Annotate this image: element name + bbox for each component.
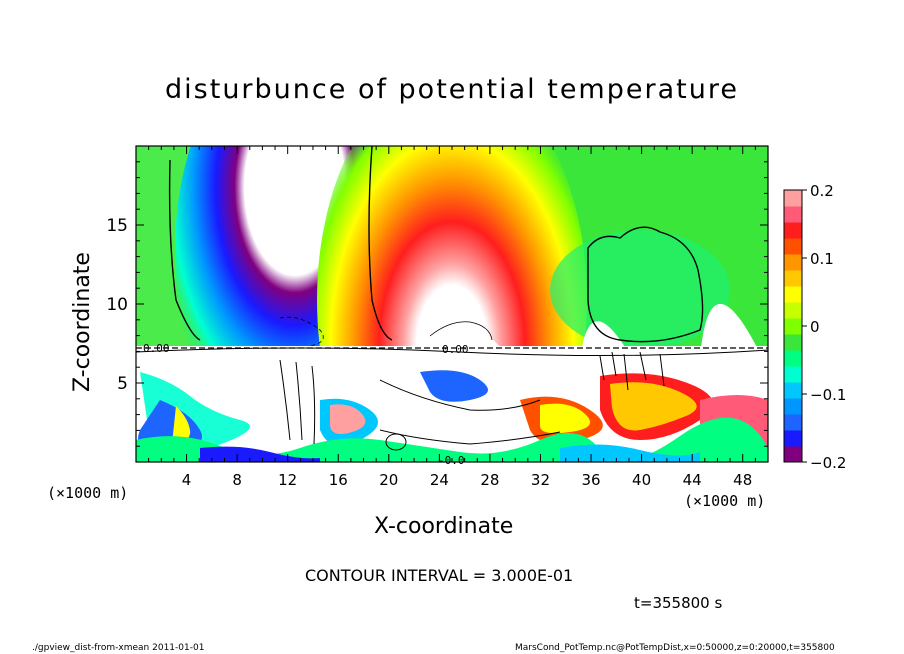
x-tick-label: 4 <box>182 471 192 489</box>
contour-label: 0.00 <box>442 343 469 356</box>
colorbar-tick-label: −0.1 <box>810 386 846 404</box>
y-tick-label: 5 <box>117 374 128 394</box>
x-tick-label: 44 <box>683 471 702 489</box>
footer-right: MarsCond_PotTemp.nc@PotTempDist,x=0:5000… <box>515 643 835 653</box>
colorbar-tick-label: −0.2 <box>810 454 846 472</box>
colorbar-swatch <box>784 350 802 367</box>
contour-label: 0.00 <box>143 342 170 355</box>
x-tick-label: 20 <box>379 471 398 489</box>
x-tick-label: 32 <box>531 471 550 489</box>
x-unit-right: (×1000 m) <box>684 492 766 510</box>
colorbar-swatch <box>784 446 802 463</box>
colorbar-swatch <box>784 238 802 255</box>
colorbar-swatch <box>784 206 802 223</box>
colorbar-swatch <box>784 302 802 319</box>
colorbar-swatch <box>784 222 802 239</box>
colorbar-tick-label: 0 <box>810 318 820 336</box>
colorbar-swatch <box>784 414 802 431</box>
x-tick-label: 12 <box>278 471 297 489</box>
colorbar-swatch <box>784 254 802 271</box>
colorbar-swatch <box>784 286 802 303</box>
x-tick-label: 36 <box>581 471 600 489</box>
chart-title: disturbunce of potential temperature <box>165 74 739 105</box>
y-axis-ticks: 5 10 15 <box>106 145 768 463</box>
colorbar-swatch <box>784 430 802 447</box>
y-tick-label: 10 <box>106 295 128 315</box>
colorbar-swatch <box>784 270 802 287</box>
x-tick-label: 40 <box>632 471 651 489</box>
colorbar-swatch <box>784 318 802 335</box>
colorbar-tick-label: 0.2 <box>810 182 834 200</box>
contour-interval: CONTOUR INTERVAL = 3.000E-01 <box>305 566 574 585</box>
x-tick-label: 24 <box>430 471 449 489</box>
colorbar-swatch <box>784 382 802 399</box>
x-tick-label: 28 <box>480 471 499 489</box>
x-unit-left: (×1000 m) <box>47 484 129 502</box>
y-axis-label: Z-coordinate <box>70 252 95 392</box>
x-tick-label: 8 <box>232 471 242 489</box>
x-axis-ticks: 4 8 12 16 20 24 28 32 36 40 44 48 <box>135 146 769 489</box>
colorbar-swatch <box>784 398 802 415</box>
time-label: t=355800 s <box>634 594 723 612</box>
colorbar-swatch <box>784 366 802 383</box>
colorbar-swatch <box>784 334 802 351</box>
colorbar-tick-label: 0.1 <box>810 250 834 268</box>
contour-label: -0.0 <box>438 454 465 467</box>
x-tick-label: 16 <box>329 471 348 489</box>
footer-left: ./gpview_dist-from-xmean 2011-01-01 <box>32 643 205 653</box>
colorbar <box>783 189 803 463</box>
colorbar-swatch <box>784 190 802 207</box>
x-tick-label: 48 <box>733 471 752 489</box>
colorbar-ticks: −0.2 −0.1 0 0.1 0.2 <box>802 182 846 472</box>
x-axis-label: X-coordinate <box>374 514 514 539</box>
y-tick-label: 15 <box>106 216 128 236</box>
heatmap-field <box>136 146 768 462</box>
zero-region <box>550 230 730 350</box>
